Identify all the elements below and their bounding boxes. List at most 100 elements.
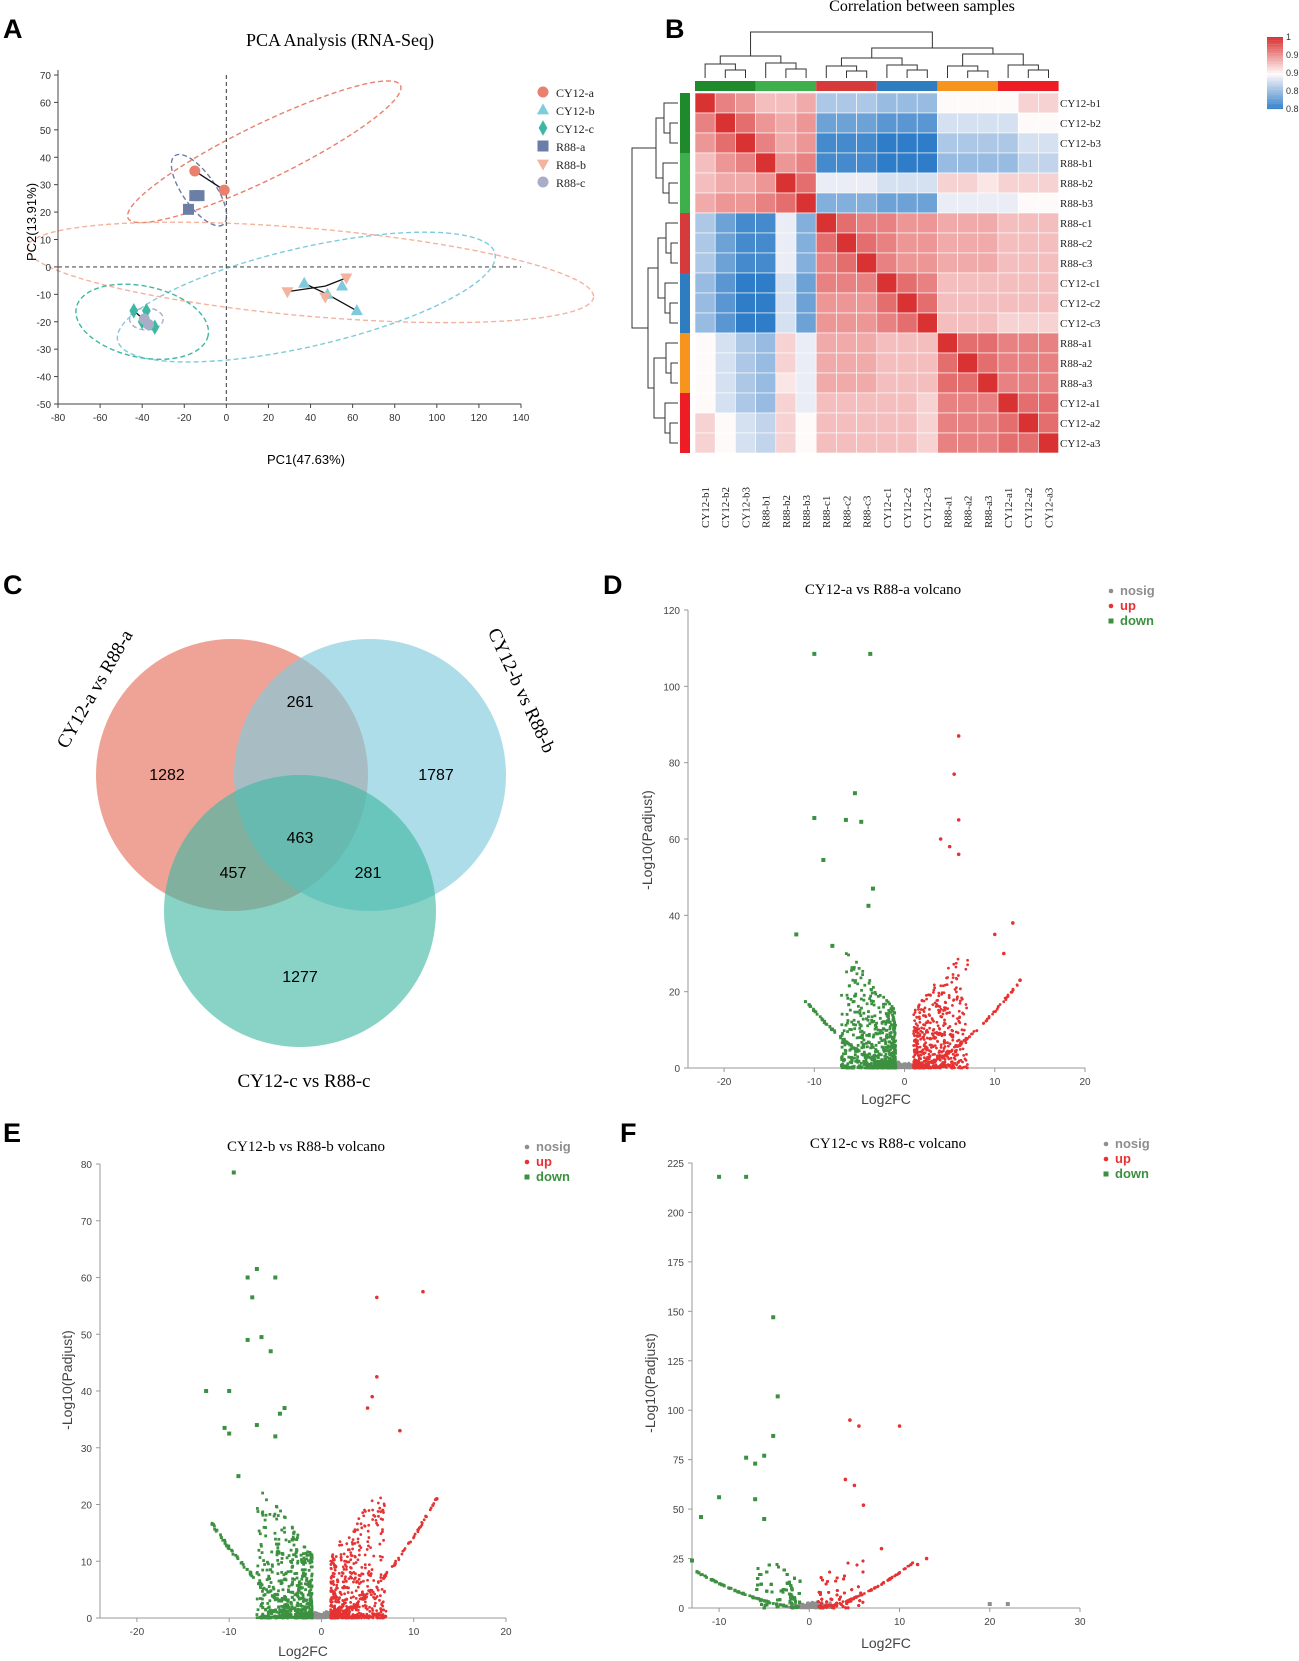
volcano-point-down: [891, 1018, 895, 1022]
volcano-point-up: [370, 1499, 374, 1503]
volcano-point-down: [872, 1035, 875, 1039]
volcano-point-up: [928, 1054, 932, 1058]
colorbar-tick-label: 0.95: [1286, 50, 1299, 60]
volcano-point-down: [860, 1006, 863, 1010]
colorbar-step: [1267, 38, 1283, 41]
volcano-point-up: [950, 1061, 954, 1065]
volcano-point-down: [855, 1048, 859, 1052]
volcano-point-down: [859, 1030, 862, 1034]
volcano-point-up: [947, 1052, 951, 1055]
row-dendrogram: [631, 102, 678, 444]
volcano-point-down: [891, 1056, 895, 1060]
heatmap-col-label: R88-c1: [821, 496, 833, 528]
volcano-point-up: [957, 1066, 960, 1070]
volcano-point-down: [874, 1043, 878, 1047]
volcano-y-tick-label: 80: [669, 759, 681, 770]
volcano-x-tick-label: 0: [807, 1617, 813, 1628]
volcano-point-down: [871, 1046, 875, 1049]
volcano-point-down: [852, 791, 857, 796]
volcano-point-up: [964, 967, 968, 971]
heatmap-row-label: R88-c3: [1060, 258, 1093, 270]
column-group-bar: [998, 81, 1059, 91]
volcano-point-down: [851, 1066, 854, 1070]
panel-label-c: C: [3, 570, 23, 600]
volcano-point-down: [862, 1011, 866, 1015]
volcano-point-up: [964, 1003, 968, 1006]
volcano-point-up: [913, 1058, 917, 1062]
pca-y-tick-label: -50: [37, 400, 52, 411]
volcano-point-down: [880, 1058, 884, 1062]
volcano-point-up: [918, 1011, 922, 1014]
volcano-point-up: [943, 1058, 947, 1061]
pca-y-tick-label: -10: [37, 290, 52, 301]
volcano-point-up: [917, 1005, 920, 1009]
volcano-point-up: [963, 1022, 967, 1026]
volcano-point-down: [868, 1022, 872, 1026]
volcano-point-down: [765, 1570, 769, 1574]
volcano-point-down: [755, 1588, 759, 1591]
row-group-bar: [680, 273, 690, 333]
volcano-point-up: [841, 1604, 845, 1608]
heatmap-row-label: CY12-b2: [1060, 118, 1101, 130]
volcano-point-down: [884, 1042, 888, 1046]
volcano-point-down: [854, 992, 858, 996]
volcano-point-down: [788, 1596, 792, 1600]
volcano-point-down: [870, 1015, 874, 1019]
volcano-point-down: [876, 1061, 880, 1064]
volcano-point-down: [770, 1590, 774, 1594]
volcano-point-up: [376, 1501, 380, 1505]
volcano-point-down: [888, 1057, 892, 1061]
volcano-point-down: [851, 1046, 855, 1050]
volcano-point-down: [870, 1020, 874, 1024]
volcano-point-down: [854, 1023, 857, 1027]
dendrogram-branch: [631, 147, 656, 329]
volcano-point-down: [884, 1028, 888, 1032]
venn-count-b-only: 1787: [418, 767, 454, 784]
volcano-point-up: [928, 1014, 932, 1018]
heatmap-row-labels: CY12-b1CY12-b2CY12-b3R88-b1R88-b2R88-b3R…: [1060, 98, 1101, 450]
volcano-point-down: [890, 1023, 893, 1027]
volcano-point-down: [890, 1005, 894, 1008]
pca-connector: [194, 170, 225, 191]
volcano-point-down: [887, 1017, 891, 1021]
volcano-point-nosig: [326, 1613, 329, 1616]
volcano-point-down: [789, 1605, 793, 1608]
volcano-y-tick-label: 100: [663, 682, 680, 693]
volcano-point-down: [885, 1013, 889, 1017]
volcano-point-down: [851, 1033, 855, 1037]
volcano-point-nosig: [326, 1610, 330, 1614]
volcano-point-down: [881, 1059, 885, 1063]
volcano-point-up: [835, 1593, 839, 1597]
heatmap-col-label: R88-c3: [862, 495, 874, 528]
volcano-point-down: [840, 1041, 844, 1045]
volcano-point-down: [855, 972, 859, 976]
volcano-point-down: [762, 1606, 766, 1610]
volcano-point-down: [860, 1034, 864, 1037]
volcano-point-down: [888, 1040, 892, 1044]
volcano-point-down: [862, 1059, 866, 1063]
volcano-point-down: [850, 1028, 853, 1031]
volcano-point-down: [888, 1034, 892, 1038]
pca-legend-marker-r88-b: [536, 159, 550, 171]
volcano-point-up: [951, 976, 955, 980]
volcano-point-up: [922, 1023, 925, 1027]
volcano-point-up: [947, 844, 952, 849]
volcano-point-down: [765, 1603, 769, 1607]
volcano-point-up: [951, 1038, 955, 1042]
volcano-point-down: [852, 967, 856, 971]
volcano-point-down: [893, 1031, 897, 1035]
volcano-point-nosig: [900, 1063, 903, 1066]
volcano-point-nosig: [317, 1612, 321, 1615]
heatmap-cell: [1038, 432, 1059, 454]
volcano-point-up: [939, 1055, 942, 1058]
volcano-point-down: [886, 1020, 890, 1024]
volcano-point-up: [912, 1062, 916, 1065]
volcano-point-down: [888, 1002, 892, 1006]
colorbar-step: [1267, 82, 1283, 84]
volcano-point-up: [371, 1518, 375, 1521]
volcano-point-down: [876, 1063, 880, 1067]
volcano-point-down: [756, 1583, 760, 1587]
volcano-point-down: [876, 1066, 880, 1069]
volcano-point-down: [823, 1019, 827, 1023]
